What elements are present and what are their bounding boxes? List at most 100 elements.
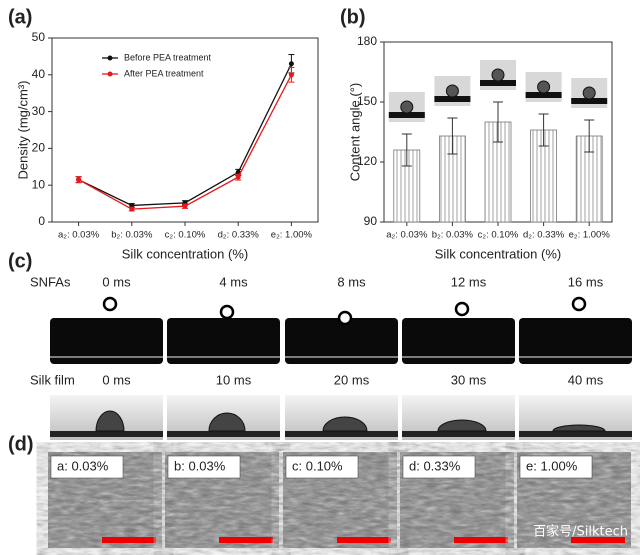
time-label: 4 ms: [219, 274, 248, 289]
error-bar: [538, 113, 549, 147]
y-tick-label: 120: [357, 154, 377, 168]
time-label: 30 ms: [451, 372, 487, 387]
series-line: [78, 74, 292, 210]
droplet-substrate: [480, 80, 516, 86]
droplet: [491, 68, 505, 82]
row-label: SNFAs: [30, 274, 71, 289]
film-substrate: [167, 431, 280, 437]
droplet: [571, 296, 587, 312]
droplet: [102, 296, 118, 312]
droplet: [95, 410, 125, 432]
panel-label: (c): [8, 250, 32, 272]
image-label: d: 0.33%: [409, 458, 461, 473]
x-tick-label: e₂: 1.00%: [271, 230, 313, 241]
image-label-box: [519, 455, 593, 479]
droplet: [337, 310, 353, 326]
y-tick-label: 50: [32, 30, 46, 44]
x-tick-label: e₂: 1.00%: [569, 230, 611, 241]
film-substrate: [50, 431, 163, 437]
droplet-substrate: [525, 92, 562, 98]
droplet: [400, 100, 414, 114]
droplet: [454, 301, 470, 317]
legend-marker: [107, 55, 113, 61]
x-tick-label: b₂: 0.03%: [432, 230, 474, 241]
x-axis-label: Silk concentration (%): [435, 246, 561, 261]
point: [235, 174, 241, 180]
point: [129, 206, 135, 212]
panel-label: (b): [340, 6, 366, 28]
y-axis-label: Content angle (°): [347, 83, 362, 181]
legend-label: After PEA treatment: [124, 68, 204, 78]
point: [288, 61, 294, 67]
image-label: b: 0.03%: [174, 458, 226, 473]
y-tick-label: 90: [364, 214, 378, 228]
image-label-box: [167, 455, 241, 479]
series-line: [78, 63, 292, 207]
x-tick-label: d₂: 0.33%: [218, 230, 260, 241]
panel-label: (a): [8, 6, 32, 28]
time-label: 16 ms: [568, 274, 604, 289]
droplet: [219, 304, 235, 320]
droplet: [445, 84, 459, 98]
image-label: e: 1.00%: [526, 458, 578, 473]
y-tick-label: 40: [32, 67, 46, 81]
point: [76, 177, 82, 183]
droplet: [582, 86, 596, 100]
image-label-box: [402, 455, 476, 479]
x-tick-label: d₂: 0.33%: [523, 230, 565, 241]
x-tick-label: c₂: 0.10%: [165, 230, 206, 241]
x-tick-label: c₂: 0.10%: [478, 230, 519, 241]
watermark: 百家号/Silktech: [533, 524, 628, 540]
time-label: 0 ms: [102, 274, 131, 289]
film-substrate: [285, 431, 398, 437]
substrate: [167, 318, 280, 364]
point: [182, 203, 188, 209]
x-tick-label: a₂: 0.03%: [386, 230, 428, 241]
y-tick-label: 0: [38, 214, 45, 228]
panel-label: (d): [8, 433, 34, 455]
time-label: 40 ms: [568, 372, 604, 387]
droplet-substrate: [388, 112, 425, 118]
y-tick-label: 30: [32, 104, 46, 118]
error-bar: [493, 101, 503, 143]
scale-bar: [102, 537, 156, 543]
scale-bar: [454, 537, 508, 543]
scale-bar: [219, 537, 273, 543]
droplet: [537, 80, 551, 94]
image-label: a: 0.03%: [57, 458, 109, 473]
droplet: [322, 416, 368, 432]
substrate: [519, 318, 632, 364]
y-axis-label: Density (mg/cm³): [15, 81, 30, 180]
time-label: 20 ms: [334, 372, 370, 387]
legend-label: Before PEA treatment: [124, 52, 212, 62]
substrate: [285, 318, 398, 364]
scale-bar: [337, 537, 391, 543]
y-tick-label: 10: [32, 177, 46, 191]
point: [129, 202, 135, 208]
row-label: Silk film: [30, 372, 75, 387]
x-tick-label: b₂: 0.03%: [111, 230, 153, 241]
error-bar: [401, 133, 412, 167]
substrate: [50, 318, 163, 364]
time-label: 10 ms: [216, 372, 252, 387]
y-tick-label: 20: [32, 141, 46, 155]
error-bar: [447, 117, 458, 155]
image-label: c: 0.10%: [292, 458, 343, 473]
point: [288, 72, 294, 78]
image-label-box: [50, 455, 124, 479]
film-substrate: [519, 431, 632, 437]
substrate: [402, 318, 515, 364]
droplet-substrate: [434, 96, 471, 102]
plot-frame: [51, 37, 319, 223]
droplet: [552, 424, 606, 432]
legend-marker: [107, 71, 113, 77]
time-label: 8 ms: [337, 274, 366, 289]
droplet: [208, 412, 246, 432]
x-axis-label: Silk concentration (%): [122, 246, 248, 261]
time-label: 0 ms: [102, 372, 131, 387]
scale-bar: [571, 537, 625, 543]
y-tick-label: 150: [357, 94, 377, 108]
film-substrate: [402, 431, 515, 437]
droplet: [437, 419, 487, 432]
